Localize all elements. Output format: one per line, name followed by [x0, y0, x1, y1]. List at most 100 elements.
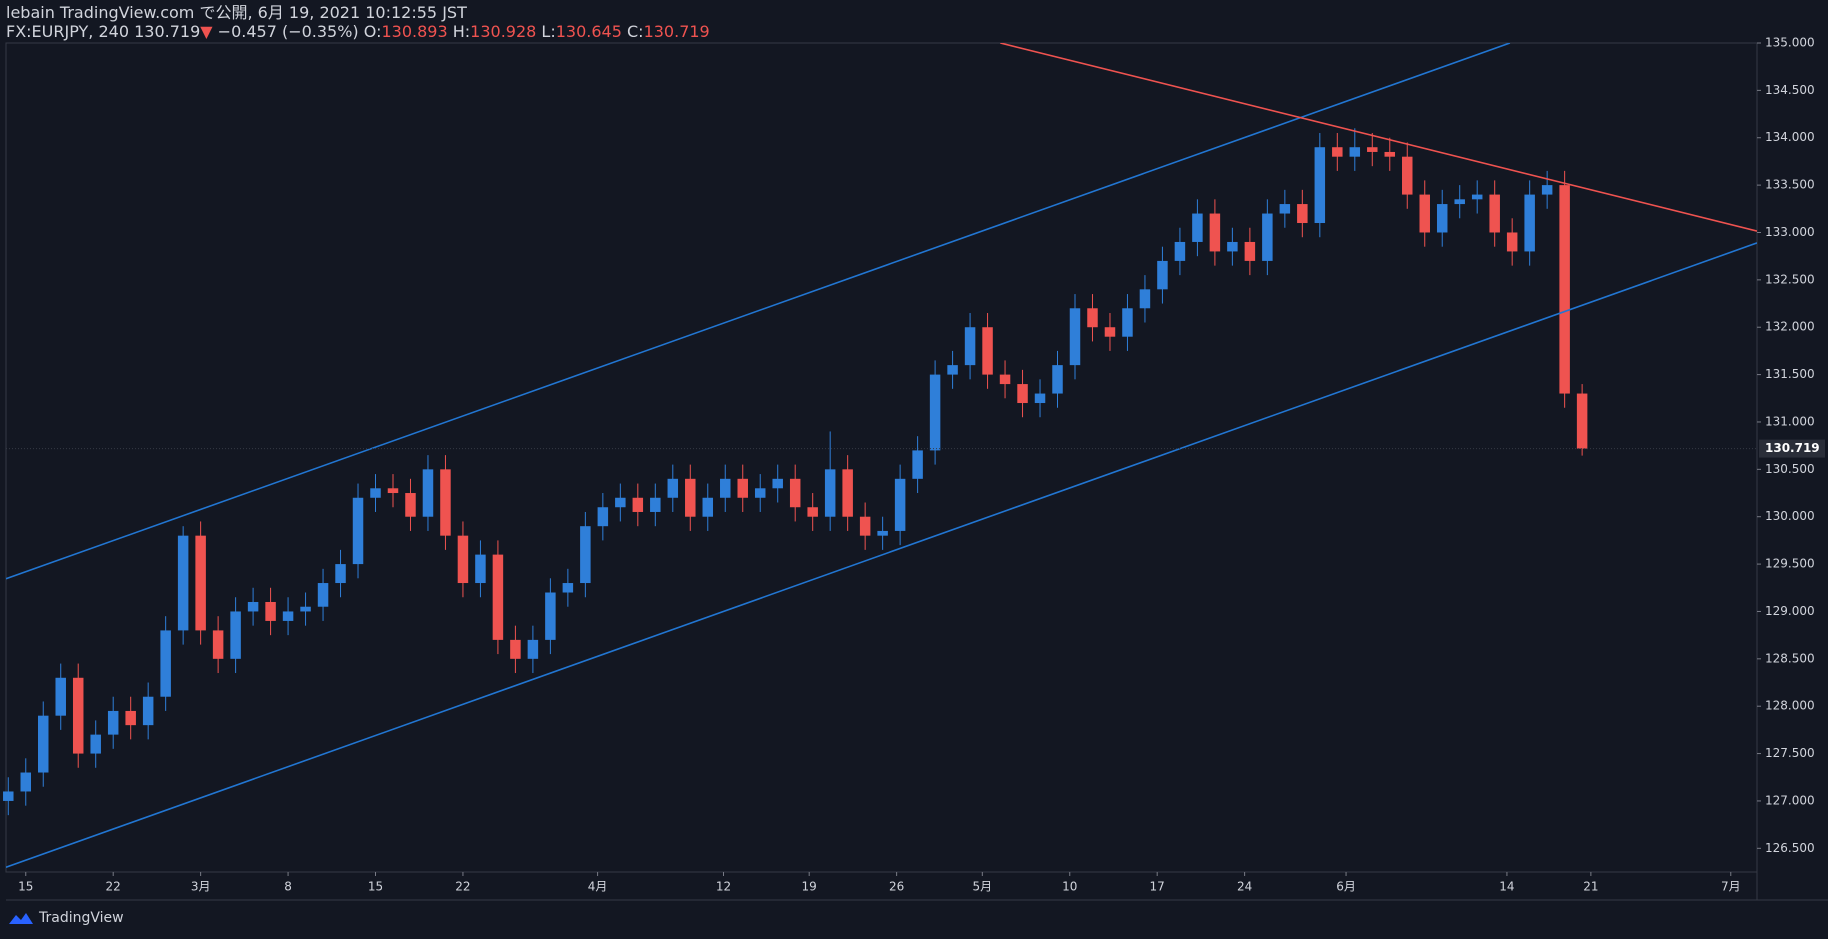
- candle-body: [1314, 147, 1326, 224]
- x-tick-label: 15: [18, 880, 33, 894]
- candle-body: [1034, 393, 1046, 404]
- brand: TradingView: [39, 910, 124, 926]
- x-tick-label: 4月: [588, 880, 608, 894]
- candle-body: [1174, 241, 1186, 261]
- candle-body: [265, 601, 276, 621]
- candle-body: [440, 469, 451, 536]
- label: L:: [541, 22, 556, 41]
- candle-body: [1209, 213, 1221, 252]
- candle-body: [1017, 384, 1028, 404]
- candle-body: [282, 611, 294, 621]
- x-tick-label: 7月: [1721, 880, 1741, 894]
- candle-body: [317, 583, 329, 607]
- footer[interactable]: TradingView: [8, 910, 124, 926]
- y-tick-label: 127.000: [1765, 793, 1815, 807]
- candle-body: [422, 469, 434, 517]
- y-tick-label: 133.500: [1765, 178, 1815, 192]
- x-tick-label: 6月: [1336, 880, 1356, 894]
- x-tick-label: 10: [1062, 880, 1077, 894]
- candle-body: [1069, 308, 1081, 366]
- candle-body: [999, 374, 1011, 385]
- candle-body: [1559, 185, 1570, 394]
- y-tick-label: 131.000: [1765, 414, 1815, 428]
- candle-body: [177, 535, 189, 631]
- candle-body: [230, 611, 241, 659]
- candle-body: [1524, 194, 1535, 252]
- y-tick-label: 132.500: [1765, 272, 1815, 286]
- x-tick-label: 12: [716, 880, 731, 894]
- y-tick-label: 134.000: [1765, 130, 1815, 144]
- candle-body: [702, 497, 714, 517]
- candle-body: [912, 450, 923, 479]
- candle-body: [1576, 393, 1588, 449]
- candle-body: [1349, 147, 1361, 157]
- candle-body: [1436, 204, 1448, 233]
- candle-body: [300, 606, 311, 612]
- candle-body: [1384, 151, 1396, 157]
- candle-body: [1244, 241, 1256, 261]
- candle-body: [1454, 199, 1465, 205]
- trend-line: [1000, 43, 1757, 232]
- x-tick-label: 19: [802, 880, 817, 894]
- arrow: ▼: [200, 22, 213, 41]
- x-tick-label: 15: [368, 880, 383, 894]
- x-tick-label: 22: [106, 880, 121, 894]
- label: O:: [363, 22, 382, 41]
- candle-body: [894, 478, 906, 531]
- candle-body: [3, 791, 14, 801]
- x-tick-label: 5月: [972, 880, 992, 894]
- label: C:: [627, 22, 644, 41]
- value: 130.893: [381, 22, 448, 41]
- header-line: lebain TradingView.com で公開, 6月 19, 2021 …: [6, 3, 467, 22]
- candle-body: [807, 507, 818, 517]
- x-tick-label: 14: [1499, 880, 1514, 894]
- y-tick-label: 134.500: [1765, 83, 1815, 97]
- candle-body: [1122, 308, 1133, 337]
- candle-body: [125, 710, 136, 726]
- candle-body: [335, 564, 346, 584]
- symbol: FX:EURJPY, 240 130.719: [6, 22, 201, 41]
- price-label: 130.719: [1765, 441, 1820, 455]
- candle-body: [405, 493, 416, 517]
- price-label-box: [1759, 439, 1825, 458]
- candle-body: [562, 583, 574, 593]
- candle-body: [720, 478, 731, 498]
- candle-body: [20, 772, 32, 792]
- x-tick-label: 24: [1237, 880, 1252, 894]
- candle-body: [580, 526, 591, 584]
- y-tick-label: 126.500: [1765, 841, 1815, 855]
- candle-body: [929, 374, 941, 451]
- candle-body: [1192, 213, 1203, 242]
- candle-body: [510, 639, 521, 659]
- candle-body: [982, 327, 993, 375]
- header: lebain TradingView.com で公開, 6月 19, 2021 …: [6, 3, 710, 41]
- candle-body: [457, 535, 469, 584]
- candle-body: [685, 478, 696, 517]
- candle-body: [632, 497, 644, 512]
- logo: [9, 913, 33, 924]
- candle-body: [1157, 260, 1168, 290]
- candle-body: [964, 327, 976, 366]
- candle-body: [859, 516, 871, 536]
- x-tick-label: 8: [284, 880, 292, 894]
- candle-body: [615, 497, 626, 508]
- y-tick-label: 132.000: [1765, 320, 1815, 334]
- y-tick-label: 130.000: [1765, 509, 1815, 523]
- candle-body: [1332, 147, 1343, 157]
- candle-body: [247, 601, 259, 612]
- candle-body: [212, 630, 224, 659]
- candle-body: [842, 469, 853, 517]
- candle-body: [877, 530, 888, 536]
- candle-body: [1541, 185, 1553, 195]
- candle-body: [72, 677, 84, 754]
- y-tick-label: 129.000: [1765, 604, 1815, 618]
- candle-body: [650, 497, 661, 512]
- value: 130.645: [555, 22, 622, 41]
- candle-body: [1506, 232, 1518, 252]
- candle-body: [1104, 327, 1116, 337]
- candle-body: [107, 710, 119, 735]
- candle-body: [1279, 204, 1291, 214]
- candle-body: [1227, 241, 1238, 252]
